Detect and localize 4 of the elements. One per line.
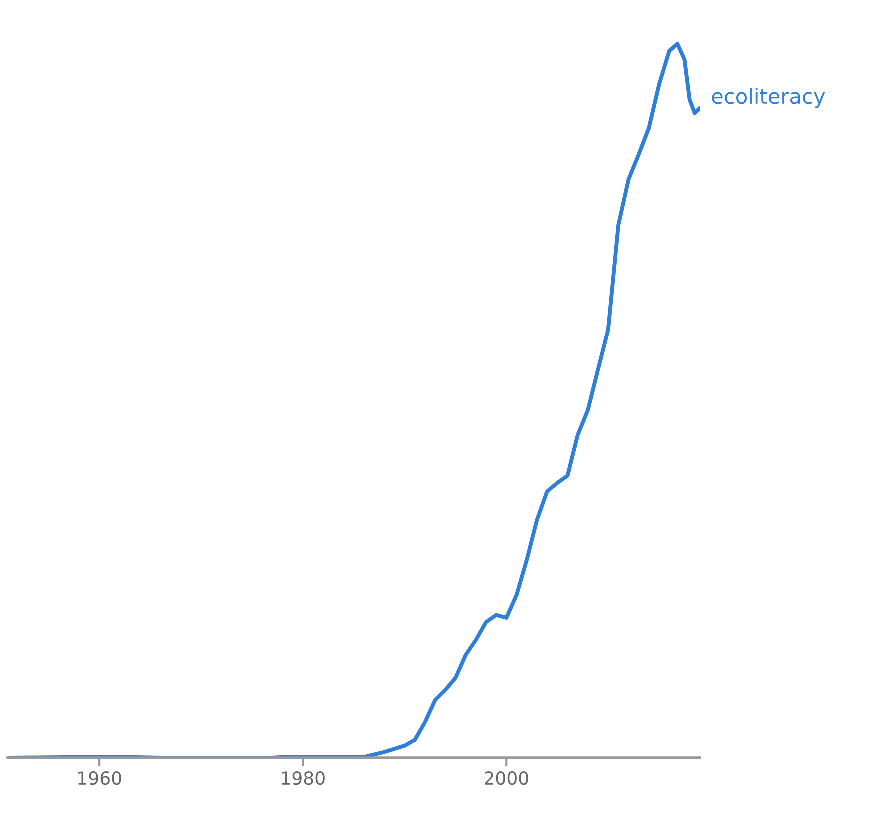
x-tick-label: 1960 — [78, 772, 122, 786]
x-tick-label: 2000 — [484, 772, 528, 786]
series-label: ecoliteracy — [712, 88, 826, 108]
x-tick-label: 1980 — [282, 772, 325, 786]
